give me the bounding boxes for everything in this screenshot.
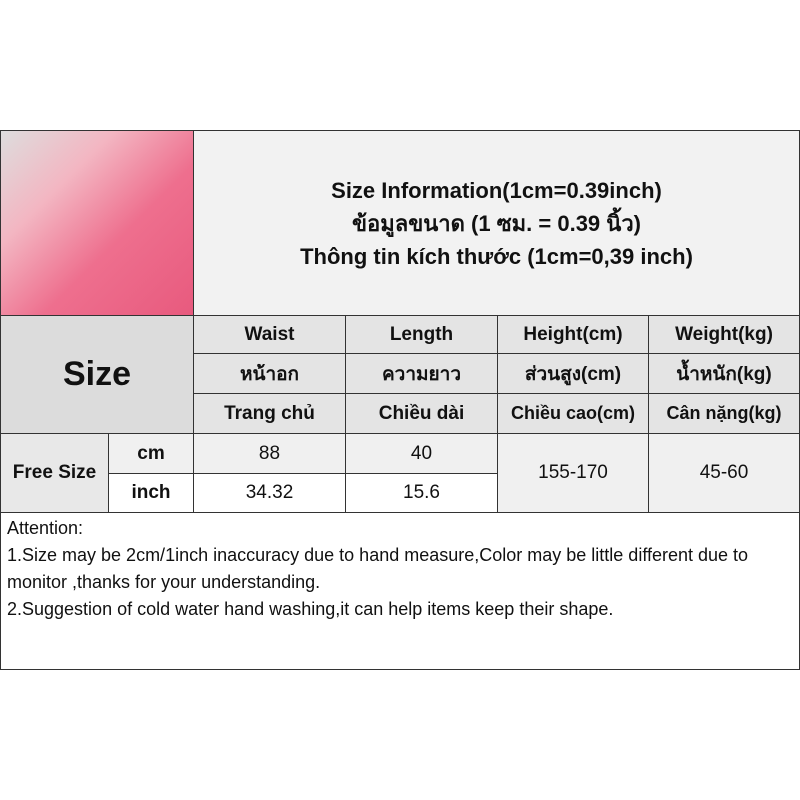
col-height-en: Height(cm) xyxy=(497,315,649,354)
col-weight-vi: Cân nặng(kg) xyxy=(648,393,800,434)
length-cm: 40 xyxy=(345,433,498,474)
unit-cm: cm xyxy=(108,433,194,474)
attention-note-2: 2.Suggestion of cold water hand washing,… xyxy=(7,599,614,619)
title-vi: Thông tin kích thước (1cm=0,39 inch) xyxy=(300,243,693,269)
waist-inch: 34.32 xyxy=(193,473,346,513)
free-size-label: Free Size xyxy=(0,433,109,513)
col-height-vi: Chiều cao(cm) xyxy=(497,393,649,434)
attention-note-1: 1.Size may be 2cm/1inch inaccuracy due t… xyxy=(7,545,749,592)
attention-notes: Attention: 1.Size may be 2cm/1inch inacc… xyxy=(0,512,800,670)
title-block: Size Information(1cm=0.39inch) ข้อมูลขนา… xyxy=(193,130,800,316)
col-waist-vi: Trang chủ xyxy=(193,393,346,434)
length-inch: 15.6 xyxy=(345,473,498,513)
col-length-th: ความยาว xyxy=(345,353,498,394)
title-th: ข้อมูลขนาด (1 ซม. = 0.39 นิ้ว) xyxy=(351,210,641,236)
col-weight-th: น้ำหนัก(kg) xyxy=(648,353,800,394)
product-photo xyxy=(0,130,194,316)
weight-value: 45-60 xyxy=(648,433,800,513)
col-length-en: Length xyxy=(345,315,498,354)
waist-cm: 88 xyxy=(193,433,346,474)
col-weight-en: Weight(kg) xyxy=(648,315,800,354)
col-height-th: ส่วนสูง(cm) xyxy=(497,353,649,394)
col-length-vi: Chiều dài xyxy=(345,393,498,434)
col-waist-th: หน้าอก xyxy=(193,353,346,394)
height-value: 155-170 xyxy=(497,433,649,513)
attention-heading: Attention: xyxy=(7,518,84,538)
col-waist-en: Waist xyxy=(193,315,346,354)
unit-inch: inch xyxy=(108,473,194,513)
size-header: Size xyxy=(0,315,194,434)
title-en: Size Information(1cm=0.39inch) xyxy=(331,177,662,203)
